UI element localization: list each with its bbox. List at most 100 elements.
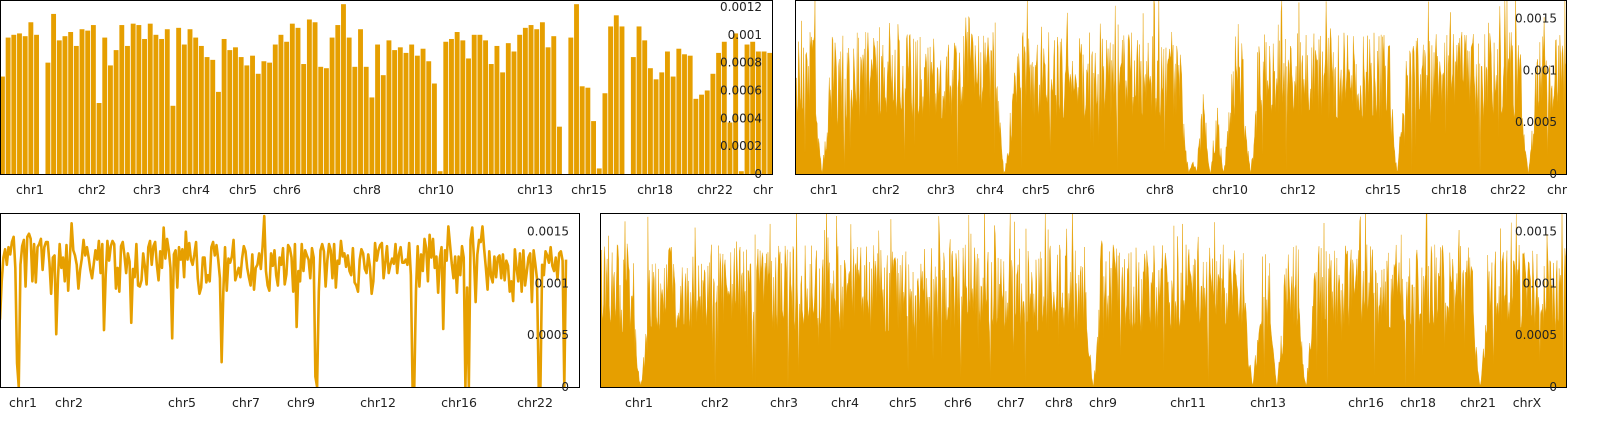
bar — [68, 32, 74, 174]
y-tick-label: 0 — [1549, 380, 1557, 394]
bar — [244, 65, 250, 174]
bar — [636, 26, 642, 174]
bar — [289, 23, 295, 174]
bar — [608, 26, 614, 174]
y-tick-label: 0.0006 — [720, 83, 762, 97]
plot-frame — [795, 0, 1567, 175]
bar — [102, 37, 108, 174]
plot-frame — [600, 213, 1567, 388]
bar — [147, 23, 153, 174]
x-tick-label: chr10 — [418, 182, 454, 197]
panel-area-chart-bottom: 0 0.0005 0.001 0.0015 chr1 chr2 chr3 chr4 chr5 ch… — [600, 213, 1567, 410]
bar — [233, 47, 238, 174]
bar — [557, 126, 562, 174]
bar — [755, 51, 761, 174]
line-series — [0, 214, 568, 387]
bar — [517, 34, 523, 174]
y-tick-label: 0.0012 — [720, 0, 762, 14]
bar — [579, 86, 585, 174]
bar — [483, 40, 489, 174]
x-tick-label: chr10 — [1212, 182, 1248, 197]
bar — [96, 103, 102, 174]
x-tick-label: chr3 — [133, 182, 161, 197]
x-tick-label: chr — [1547, 182, 1568, 197]
bar — [659, 72, 665, 174]
bar — [670, 76, 676, 174]
bar — [107, 65, 113, 174]
plot-frame — [0, 213, 580, 388]
y-tick-label: 0 — [754, 167, 762, 181]
bar — [738, 171, 744, 174]
x-tick-label: chr2 — [872, 182, 900, 197]
bar — [250, 55, 255, 174]
y-tick-label: 0 — [561, 380, 569, 394]
bar — [176, 27, 182, 174]
x-tick-label: chr6 — [1067, 182, 1095, 197]
bar — [647, 68, 653, 174]
y-tick-label: 0 — [1549, 167, 1557, 181]
bar — [602, 93, 608, 174]
bar — [545, 47, 551, 174]
y-tick-label: 0.0015 — [1515, 12, 1557, 26]
bar — [358, 29, 363, 174]
bar — [284, 41, 290, 174]
panel-area-chart-top: 0 0.0005 0.001 0.0015 chr1 chr2 chr3 chr4 chr5 ch… — [795, 0, 1568, 197]
bar — [431, 83, 437, 174]
bar — [750, 41, 756, 174]
bar — [420, 48, 426, 174]
bar — [443, 41, 449, 174]
bar — [159, 38, 165, 174]
bar — [744, 44, 750, 174]
bar — [28, 22, 34, 174]
bar — [73, 45, 79, 174]
bar — [426, 61, 432, 174]
y-tick-label: 0.0005 — [1515, 328, 1557, 342]
bar — [539, 22, 545, 174]
bar — [90, 25, 96, 174]
x-tick-label: chr18 — [1400, 395, 1436, 410]
x-tick-label: chr7 — [997, 395, 1025, 410]
x-tick-label: chr6 — [944, 395, 972, 410]
x-tick-label: chr8 — [1045, 395, 1073, 410]
x-tick-label: chr7 — [232, 395, 260, 410]
bar — [716, 52, 722, 174]
bar — [488, 64, 494, 174]
x-tick-label: chr4 — [976, 182, 1004, 197]
x-tick-label: chr5 — [1022, 182, 1050, 197]
x-tick-label: chr22 — [1490, 182, 1526, 197]
x-tick-label: chr5 — [168, 395, 196, 410]
bar — [335, 25, 341, 174]
bar — [295, 27, 301, 174]
bar — [45, 62, 51, 174]
bar — [687, 55, 693, 174]
x-tick-label: chr15 — [571, 182, 607, 197]
x-tick-label: chr9 — [1089, 395, 1117, 410]
bar — [215, 91, 221, 174]
bar — [125, 45, 130, 174]
bar — [5, 37, 11, 174]
bar — [653, 79, 659, 174]
x-tick-label: chr2 — [55, 395, 83, 410]
x-tick-label: chr22 — [517, 395, 553, 410]
bar — [0, 76, 5, 174]
plot-frame — [0, 0, 773, 175]
bar — [193, 37, 199, 174]
bar — [585, 87, 591, 174]
x-tick-label: chr18 — [1431, 182, 1467, 197]
bar — [79, 29, 85, 174]
bar — [454, 32, 460, 174]
bar — [346, 37, 352, 174]
bar — [505, 43, 511, 174]
bar-series — [0, 4, 773, 174]
bar — [62, 36, 68, 174]
y-tick-label: 0.0015 — [527, 225, 569, 239]
bar — [494, 45, 500, 174]
x-tick-label: chr1 — [810, 182, 838, 197]
x-tick-label: chr21 — [1460, 395, 1496, 410]
x-tick-label: chr5 — [229, 182, 257, 197]
bar — [409, 44, 415, 174]
bar — [341, 4, 346, 174]
bar — [528, 25, 534, 174]
bar — [630, 57, 636, 174]
x-tick-label: chr13 — [1250, 395, 1286, 410]
